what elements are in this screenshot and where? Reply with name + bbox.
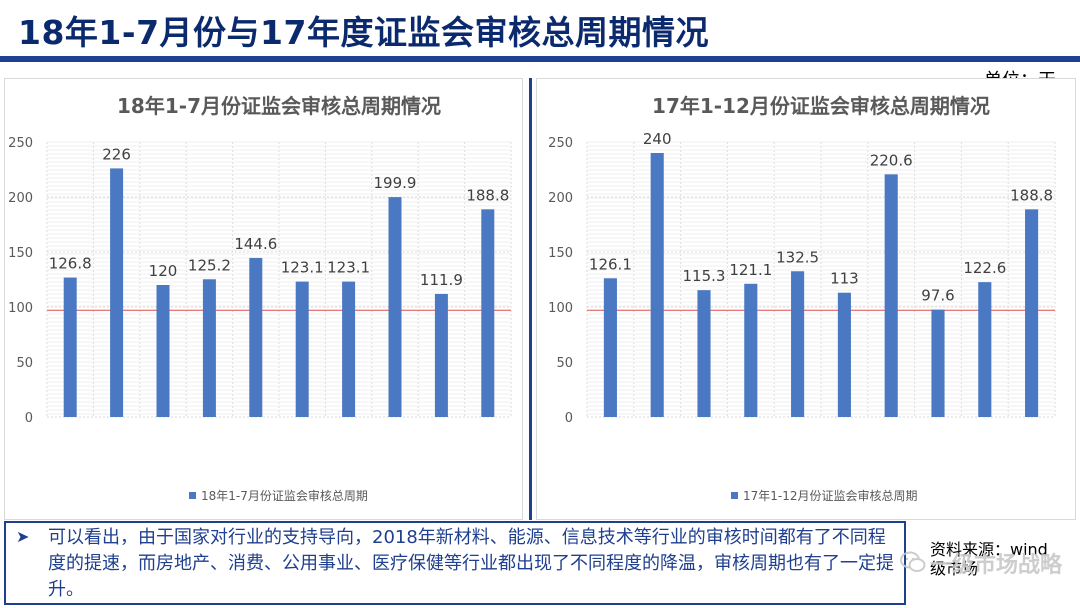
- bar: [884, 174, 898, 417]
- bar: [650, 153, 664, 417]
- y-tick-label: 200: [8, 191, 33, 206]
- legend-swatch: [189, 492, 196, 499]
- source-line-1: 资料来源：wind: [930, 540, 1048, 559]
- data-label: 97.6: [921, 287, 954, 305]
- data-label: 111.9: [420, 271, 463, 289]
- data-label: 125.2: [188, 256, 231, 274]
- data-label: 123.1: [281, 259, 324, 277]
- y-tick-label: 250: [8, 136, 33, 151]
- data-label: 122.6: [963, 259, 1006, 277]
- bar: [1025, 209, 1039, 417]
- y-tick-label: 100: [548, 301, 573, 316]
- data-label: 240: [643, 130, 672, 148]
- source-note: 资料来源：wind 级市场: [930, 540, 1048, 578]
- y-tick-label: 100: [8, 301, 33, 316]
- y-tick-label: 150: [8, 246, 33, 261]
- chart-title: 18年1-7月份证监会审核总周期情况: [117, 94, 441, 118]
- data-label: 188.8: [1010, 186, 1053, 204]
- data-label: 123.1: [327, 259, 370, 277]
- bar: [697, 290, 711, 417]
- data-label: 121.1: [729, 261, 772, 279]
- chart-panel-2017: 17年1-12月份证监会审核总周期情况 0 50 100 150 200 250 126.1 2…: [536, 78, 1076, 520]
- conclusion-box: ➤ 可以看出，由于国家对行业的支持导向，2018年新材料、能源、信息技术等行业的…: [4, 521, 906, 605]
- chart-panel-2018: 18年1-7月份证监会审核总周期情况 0 50 100 150 200 250 126.8 22…: [4, 78, 523, 520]
- bar: [295, 281, 309, 417]
- y-tick-label: 50: [556, 356, 573, 371]
- data-label: 220.6: [870, 151, 913, 169]
- data-label: 113: [830, 270, 859, 288]
- y-tick-label: 200: [548, 191, 573, 206]
- y-tick-label: 50: [16, 356, 33, 371]
- wechat-icon: [900, 551, 926, 572]
- data-label: 144.6: [234, 235, 277, 253]
- bar: [931, 309, 945, 417]
- bullet-arrow-icon: ➤: [16, 527, 30, 546]
- bar: [837, 292, 851, 417]
- panel-divider: [529, 78, 532, 520]
- bar: [744, 283, 758, 417]
- bar: [388, 197, 402, 417]
- chart-2018: 18年1-7月份证监会审核总周期情况 0 50 100 150 200 250 126.8 22…: [8, 94, 512, 503]
- wechat-watermark: 一级市场战略: [900, 545, 1070, 585]
- bar: [63, 277, 77, 417]
- data-label: 226: [102, 145, 131, 163]
- bar: [791, 271, 805, 417]
- chart-grid: [46, 141, 512, 418]
- y-tick-label: 0: [25, 411, 33, 426]
- data-label: 126.1: [589, 255, 632, 273]
- page-title: 18年1-7月份与17年度证监会审核总周期情况: [18, 13, 709, 52]
- chart-grid: [586, 141, 1056, 418]
- watermark-text: 一级市场战略: [930, 553, 1063, 578]
- chart-title: 17年1-12月份证监会审核总周期情况: [652, 94, 990, 118]
- bar: [434, 293, 448, 417]
- title-rule: [0, 56, 1080, 62]
- data-label: 126.8: [49, 255, 92, 273]
- y-tick-label: 150: [548, 246, 573, 261]
- bar: [202, 279, 216, 417]
- bar: [978, 282, 992, 417]
- chart-2017: 17年1-12月份证监会审核总周期情况 0 50 100 150 200 250 126.1 2…: [548, 94, 1056, 503]
- y-tick-label: 0: [565, 411, 573, 426]
- legend-label: 18年1-7月份证监会审核总周期: [201, 488, 368, 503]
- data-label: 115.3: [683, 267, 726, 285]
- data-label: 120: [149, 262, 178, 280]
- source-line-2: 级市场: [930, 559, 979, 578]
- bar: [249, 257, 263, 417]
- data-label: 188.8: [466, 186, 509, 204]
- bar: [156, 285, 170, 417]
- bar: [342, 281, 356, 417]
- data-label: 199.9: [374, 174, 417, 192]
- bar: [481, 209, 495, 417]
- y-tick-label: 250: [548, 136, 573, 151]
- bar: [603, 278, 617, 417]
- bar: [110, 168, 124, 417]
- legend-swatch: [731, 492, 738, 499]
- legend-label: 17年1-12月份证监会审核总周期: [743, 488, 918, 503]
- conclusion-text: 可以看出，由于国家对行业的支持导向，2018年新材料、能源、信息技术等行业的审核…: [48, 527, 894, 600]
- data-label: 132.5: [776, 248, 819, 266]
